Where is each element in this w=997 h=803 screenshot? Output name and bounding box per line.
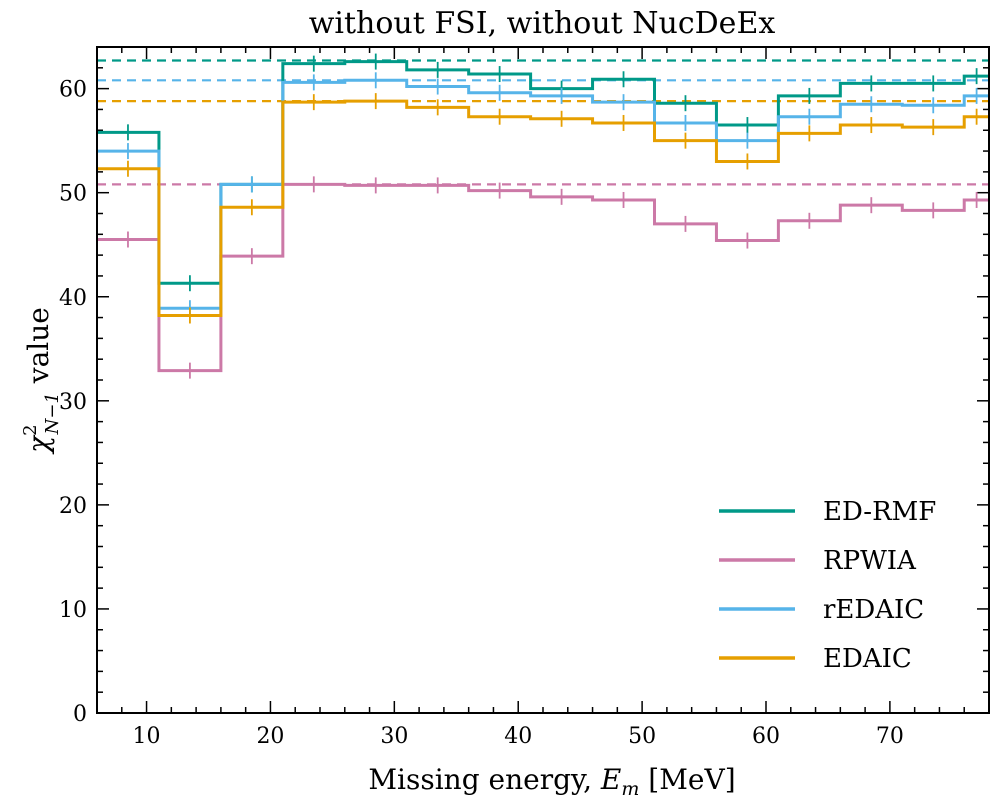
y-axis-label-symbol: χ: [22, 434, 55, 455]
y-tick-labels: 0 10 20 30 40 50 60: [59, 78, 87, 727]
legend-label: EDAIC: [823, 644, 912, 674]
series-group: [97, 176, 989, 379]
series-group: [97, 72, 989, 317]
y-axis-label-text: value: [22, 307, 55, 392]
y-tick-label: 30: [59, 390, 87, 415]
series-layer: [97, 53, 989, 379]
y-tick-label: 50: [59, 182, 87, 207]
x-tick-label: 60: [752, 724, 780, 749]
plot-frame: [96, 46, 990, 714]
chart-title: without FSI, without NucDeEx: [309, 6, 776, 41]
legend-label: rEDAIC: [823, 595, 924, 625]
x-tick-label: 20: [256, 724, 284, 749]
x-axis-label-symbol: E: [600, 763, 621, 796]
series-line: [97, 78, 989, 310]
series-line: [97, 99, 989, 317]
x-tick-label: 40: [504, 724, 532, 749]
x-axis-label: Missing energy, Em [MeV]: [368, 763, 735, 800]
x-axis-label-subscript: m: [621, 778, 639, 800]
x-tick-label: 30: [380, 724, 408, 749]
x-tick-labels: 10 20 30 40 50 60 70: [133, 724, 904, 749]
x-axis-label-units: [MeV]: [639, 763, 735, 796]
y-axis-label: χ2N−1 value: [20, 307, 63, 455]
y-axis-label-subscript: N−1: [42, 392, 63, 435]
legend-label: ED-RMF: [823, 497, 936, 527]
y-axis-label-superscript: 2: [20, 424, 41, 435]
y-axis-label-group: χ2N−1 value: [20, 307, 63, 455]
series-line: [97, 182, 989, 373]
x-tick-label: 70: [876, 724, 904, 749]
y-tick-label: 20: [59, 494, 87, 519]
series-group: [97, 93, 989, 324]
x-tick-label: 50: [628, 724, 656, 749]
y-tick-label: 0: [73, 702, 87, 727]
legend-label: RPWIA: [823, 546, 917, 576]
y-tick-label: 10: [59, 598, 87, 623]
reference-lines: [97, 59, 989, 186]
x-tick-label: 10: [133, 724, 161, 749]
x-axis-label-text: Missing energy,: [368, 763, 601, 796]
legend: ED-RMF RPWIA rEDAIC EDAIC: [719, 497, 936, 674]
y-tick-label: 40: [59, 286, 87, 311]
y-tick-label: 60: [59, 78, 87, 103]
